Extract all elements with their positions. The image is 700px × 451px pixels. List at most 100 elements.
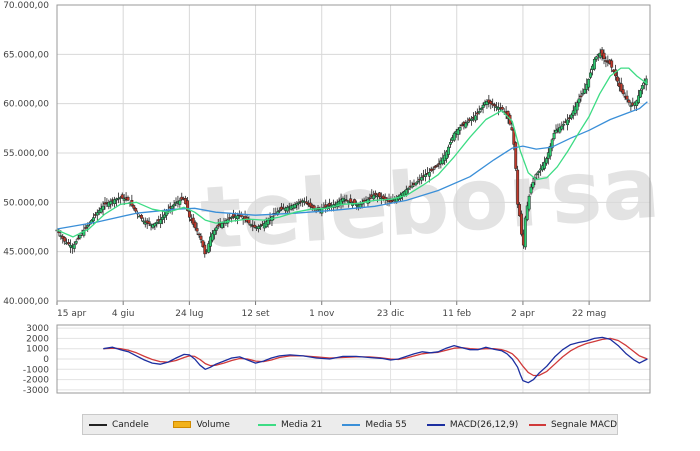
candle-body [132, 205, 136, 209]
candle-body [372, 194, 376, 200]
candle-body [449, 142, 452, 145]
legend-swatch [342, 423, 361, 426]
candle-body [477, 111, 481, 114]
candle-body [193, 221, 197, 229]
series-candele [55, 46, 648, 258]
candle-body [86, 225, 90, 228]
candle-body [527, 195, 531, 210]
candle-body [512, 129, 516, 145]
candle-body [625, 95, 629, 100]
candle-body [452, 132, 456, 141]
candle-body [424, 174, 427, 177]
candle-body [278, 209, 282, 212]
legend-item: Media 21 [257, 419, 342, 430]
candle-body [163, 214, 166, 218]
candle-body [235, 215, 239, 220]
legend-swatch [89, 423, 107, 426]
candle-body [410, 185, 414, 188]
candle-body [518, 204, 522, 217]
candle-body [554, 130, 558, 133]
candle-body [159, 219, 163, 224]
price-x-tick-label: 1 nov [309, 309, 335, 319]
candle-body [479, 108, 483, 110]
candle-body [153, 223, 157, 227]
price-y-tick-label: 65.000,00 [3, 50, 49, 60]
candle-body [212, 230, 216, 235]
price-y-tick-label: 40.000,00 [3, 297, 49, 307]
price-panel: 70.000,00 65.000,00 60.000,00 55.000,00 50.0… [3, 1, 651, 319]
candle-body [470, 118, 474, 121]
price-y-tick-label: 50.000,00 [3, 198, 49, 208]
candle-body [141, 220, 145, 223]
legend-label: Media 21 [280, 419, 323, 430]
candle-body [523, 217, 527, 248]
candle-body [431, 168, 435, 171]
candle-body [312, 205, 316, 209]
candle-body [629, 105, 633, 107]
candle-body [445, 151, 449, 159]
price-series [55, 46, 648, 258]
legend-swatch [426, 423, 445, 426]
candle-body [560, 125, 564, 130]
candle-body [619, 83, 623, 92]
legend-item: Volume [173, 420, 257, 430]
price-y-axis: 70.000,00 65.000,00 60.000,00 55.000,00 50.0… [3, 1, 49, 307]
candle-body [420, 177, 424, 181]
candle-body [489, 100, 493, 104]
candle-body [134, 208, 138, 212]
price-y-tick-label: 70.000,00 [3, 1, 49, 11]
candle-body [113, 199, 117, 204]
candle-body [214, 227, 218, 231]
candle-body [562, 123, 566, 126]
candle-body [473, 115, 477, 121]
legend-item: Candele [83, 420, 173, 430]
candle-body [581, 92, 585, 95]
candle-body [220, 223, 224, 228]
candle-body [458, 127, 462, 131]
legend-label: Media 55 [365, 419, 407, 430]
macd-y-tick-label: 0 [43, 355, 49, 365]
candle-body [109, 201, 113, 205]
candle-body [178, 200, 182, 205]
legend-swatch [529, 423, 546, 426]
candle-body [249, 224, 253, 226]
candle-body [514, 142, 518, 169]
candle-body [464, 122, 468, 128]
candle-body [201, 240, 205, 247]
candle-body [537, 171, 541, 173]
legend-label: Candele [112, 419, 149, 430]
candle-body [481, 104, 485, 108]
series-media-21 [56, 67, 648, 238]
macd-y-tick-label: -3000 [23, 386, 49, 396]
macd-series [103, 336, 648, 384]
candle-body [510, 127, 514, 131]
candle-body [475, 112, 479, 115]
price-x-tick-label: 12 set [242, 309, 271, 319]
candle-body [199, 235, 203, 240]
candle-body [544, 158, 548, 164]
candle-body [172, 204, 176, 207]
candle-body [164, 212, 168, 216]
candle-body [427, 172, 431, 177]
candle-body [191, 217, 195, 225]
macd-y-tick-label: -1000 [23, 365, 49, 375]
legend-item: Segnale MACD [529, 420, 617, 430]
candle-body [610, 60, 614, 68]
candle-body [558, 127, 562, 133]
candle-body [368, 197, 372, 199]
candle-body [566, 119, 569, 126]
candle-body [589, 72, 593, 78]
macd-y-tick-label: 2000 [26, 334, 49, 344]
candle-body [126, 196, 130, 201]
series-segnale-macd [103, 337, 648, 377]
candle-body [516, 169, 520, 205]
candle-body [600, 49, 604, 57]
candle-body [520, 213, 523, 235]
price-y-tick-label: 45.000,00 [3, 248, 49, 258]
candle-body [575, 102, 579, 111]
price-y-tick-label: 55.000,00 [3, 149, 49, 159]
candle-body [550, 139, 554, 149]
candle-body [377, 192, 381, 198]
